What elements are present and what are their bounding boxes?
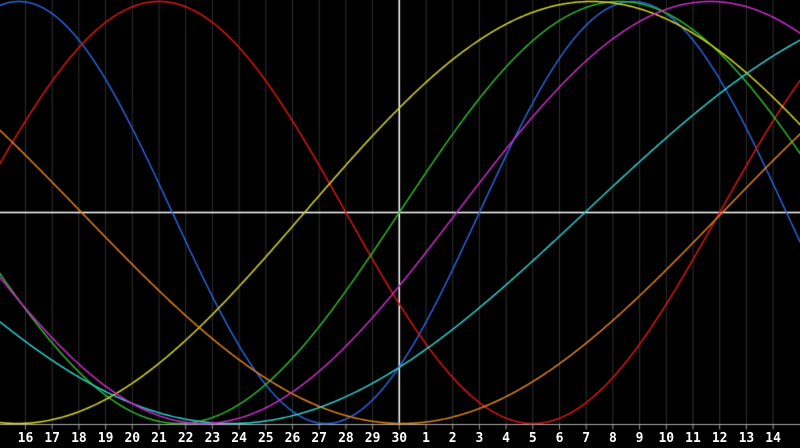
sine-wave-plot-canvas	[0, 0, 800, 448]
biorhythm-chart: 16 17 18 19 20 21 22 23 24 25 26 27 28 29 30 1 2 3 4 5 6 7 8 9 1…	[0, 0, 800, 448]
